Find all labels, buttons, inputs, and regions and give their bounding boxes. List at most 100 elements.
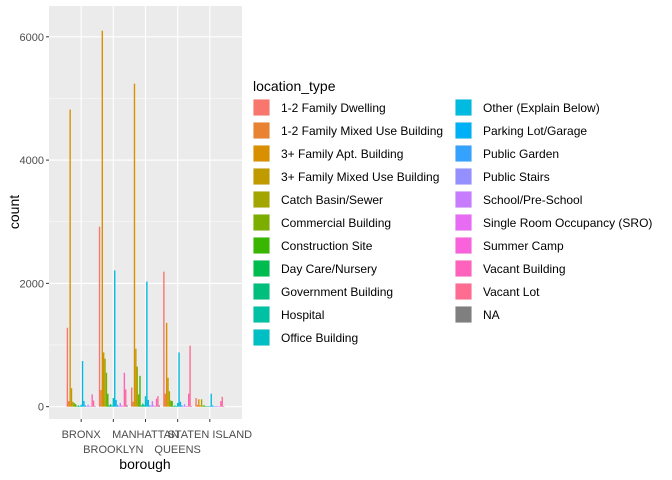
legend-label: 3+ Family Mixed Use Building	[281, 170, 439, 184]
legend-label: Vacant Building	[483, 262, 566, 276]
x-tick-label: MANHATTAN	[112, 429, 179, 441]
axes: 0 2000 4000 6000 BRONX BROOKLYN MANHATTAN QUEEN…	[20, 32, 253, 456]
bar	[144, 396, 147, 407]
bar	[122, 406, 124, 407]
bar	[170, 400, 172, 407]
bar	[139, 375, 141, 407]
bar	[171, 401, 173, 407]
bar	[142, 403, 144, 407]
legend-label: Office Building	[281, 331, 358, 345]
bar	[198, 399, 200, 407]
bar	[205, 406, 207, 407]
x-tick-label: BROOKLYN	[83, 444, 143, 456]
bar	[176, 402, 179, 407]
bar	[102, 352, 105, 407]
legend-label: Catch Basin/Sewer	[281, 193, 383, 207]
bar	[100, 390, 102, 407]
x-tick-label: QUEENS	[154, 444, 200, 456]
bar	[74, 404, 77, 407]
legend-key	[455, 145, 472, 162]
legend-key	[455, 214, 472, 231]
bar	[220, 401, 222, 407]
legend-key	[253, 283, 270, 300]
bar	[140, 405, 143, 407]
bar	[98, 226, 101, 407]
bar	[123, 372, 126, 407]
bar	[157, 396, 159, 407]
bar	[119, 402, 121, 407]
bar	[182, 406, 184, 407]
bar	[207, 406, 210, 407]
legend-label: Hospital	[281, 308, 324, 322]
bar	[126, 405, 128, 407]
bar	[112, 398, 115, 407]
y-tick-label: 0	[38, 402, 44, 414]
legend-label: Other (Explain Below)	[483, 101, 600, 115]
bar	[109, 404, 112, 407]
legend-key	[455, 99, 472, 116]
bar	[196, 404, 199, 407]
bar	[190, 406, 193, 407]
y-axis-title: count	[6, 195, 22, 229]
bar	[136, 366, 138, 407]
bar	[90, 406, 92, 407]
bar	[87, 404, 89, 407]
bar	[125, 389, 127, 407]
bar	[137, 394, 140, 407]
legend-label: Single Room Occupancy (SRO)	[483, 216, 652, 230]
bar	[108, 405, 110, 407]
legend-label: Summer Camp	[483, 239, 564, 253]
bar	[209, 406, 211, 407]
bar	[146, 281, 148, 407]
bar	[73, 402, 75, 407]
bar	[84, 405, 86, 407]
y-tick-label: 6000	[20, 32, 44, 44]
legend-label: NA	[483, 308, 500, 322]
bar	[77, 405, 80, 407]
bar	[158, 405, 160, 407]
bar	[167, 377, 169, 407]
bar	[105, 372, 108, 407]
legend-label: Vacant Lot	[483, 285, 540, 299]
legend-label: Construction Site	[281, 239, 373, 253]
bar	[188, 393, 190, 407]
legend-key	[455, 191, 472, 208]
bar	[69, 109, 71, 407]
bar	[200, 399, 203, 407]
bar	[172, 406, 175, 407]
bar	[179, 401, 182, 407]
bar	[111, 405, 113, 407]
legend-key	[455, 237, 472, 254]
bar	[195, 398, 197, 407]
bar	[101, 30, 103, 407]
bar	[131, 387, 133, 407]
bar	[155, 398, 158, 407]
bar	[91, 394, 93, 407]
bar	[181, 405, 183, 407]
legend-key	[253, 214, 270, 231]
legend-key	[253, 306, 270, 323]
bar	[211, 405, 214, 407]
bar	[165, 322, 168, 407]
legend-label: 1-2 Family Dwelling	[281, 101, 386, 115]
legend-label: Parking Lot/Garage	[483, 124, 587, 138]
bar	[85, 406, 88, 407]
bar	[199, 405, 201, 407]
bar	[79, 406, 81, 407]
bar	[150, 405, 152, 407]
bar	[222, 406, 225, 407]
bar	[104, 358, 106, 407]
bar	[189, 345, 191, 407]
bar	[206, 406, 208, 407]
legend-key	[253, 329, 270, 346]
bar	[132, 401, 134, 407]
bar	[107, 393, 109, 407]
legend-key	[455, 260, 472, 277]
legend-key	[253, 237, 270, 254]
legend-label: Public Garden	[483, 147, 559, 161]
legend-title: location_type	[253, 78, 336, 94]
bar	[66, 327, 69, 407]
legend-label: School/Pre-School	[483, 193, 582, 207]
